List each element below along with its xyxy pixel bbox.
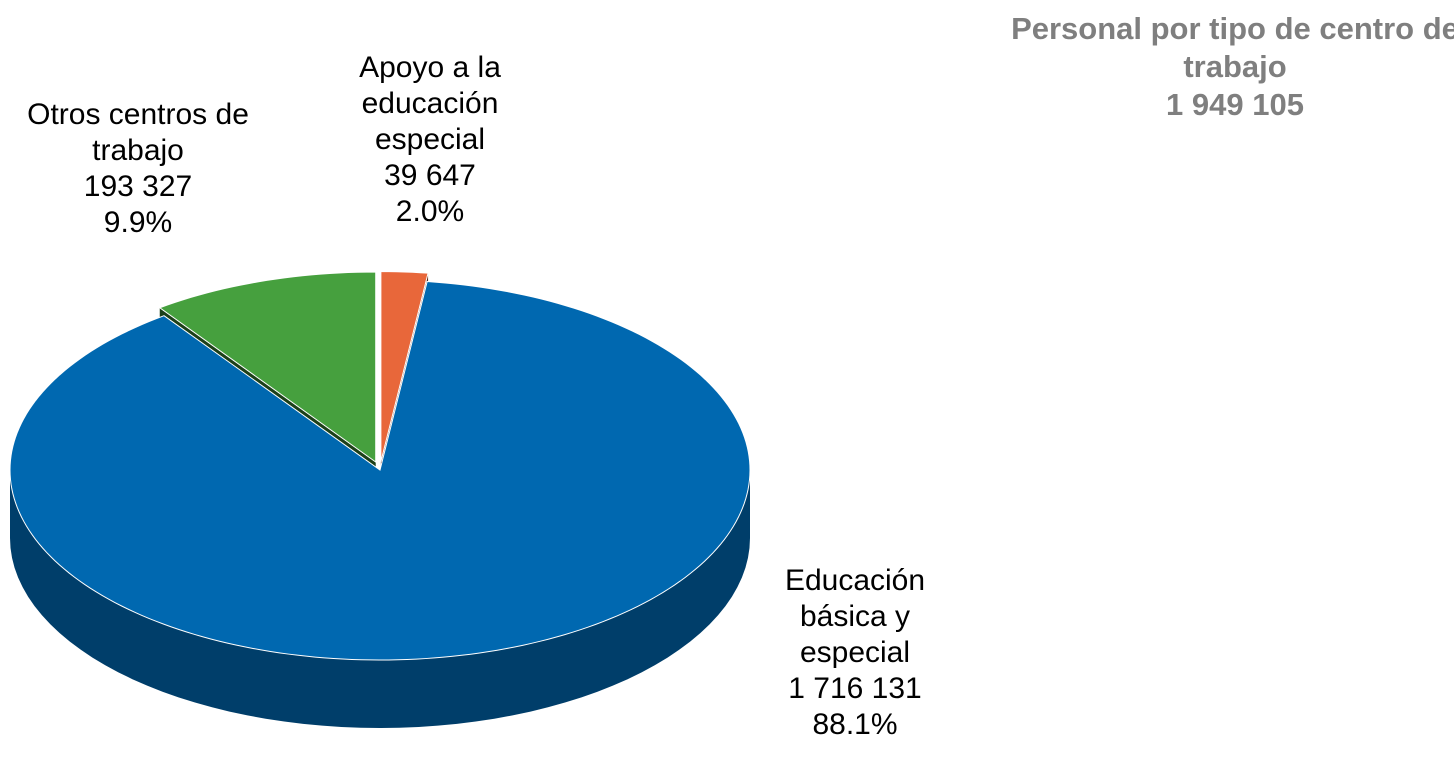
label-percent: 9.9% <box>103 206 173 239</box>
label-percent: 88.1% <box>812 708 898 741</box>
chart-total: 1 949 105 <box>1166 87 1304 122</box>
label-value: 1 716 131 <box>788 672 922 705</box>
data-label: Otros centros de trabajo 193 327 9.9% <box>20 97 256 241</box>
slice <box>9 281 751 661</box>
label-value: 39 647 <box>384 159 476 192</box>
label-value: 193 327 <box>83 170 193 203</box>
label-percent: 2.0% <box>395 195 465 228</box>
slice <box>158 271 377 463</box>
label-category: Otros centros de trabajo <box>27 98 249 167</box>
label-category: Educación básica y especial <box>784 564 926 669</box>
chart-title: Personal por tipo de centro de trabajo <box>1011 11 1454 84</box>
data-label: Apoyo a la educación especial 39 647 2.0% <box>330 50 530 230</box>
data-label: Educación básica y especial 1 716 131 88.1… <box>755 563 955 743</box>
label-category: Apoyo a la educación especial <box>359 51 501 156</box>
slice-side <box>10 470 750 728</box>
title-block: Personal por tipo de centro de trabajo 1… <box>1010 10 1454 124</box>
slice <box>380 271 429 462</box>
